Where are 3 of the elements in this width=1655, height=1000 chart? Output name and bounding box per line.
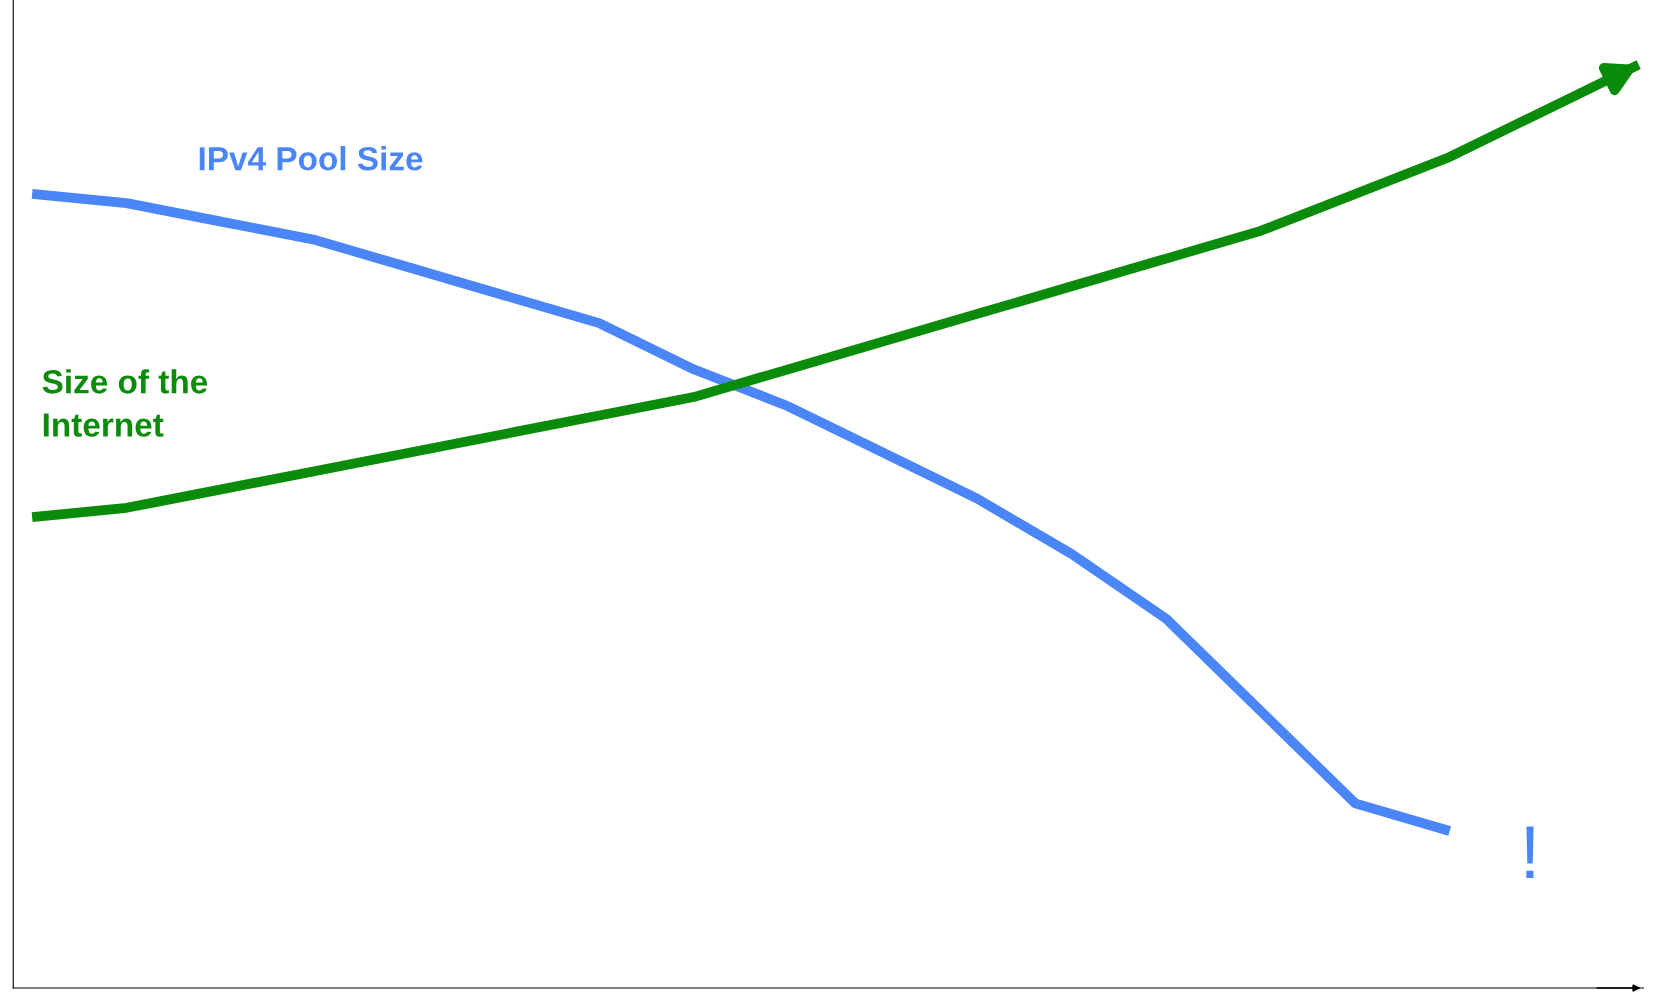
annotation: ! (1526, 826, 1534, 879)
series-label: Size of the Internet (42, 369, 208, 437)
series-label: IPv4 Pool Size (199, 146, 423, 171)
